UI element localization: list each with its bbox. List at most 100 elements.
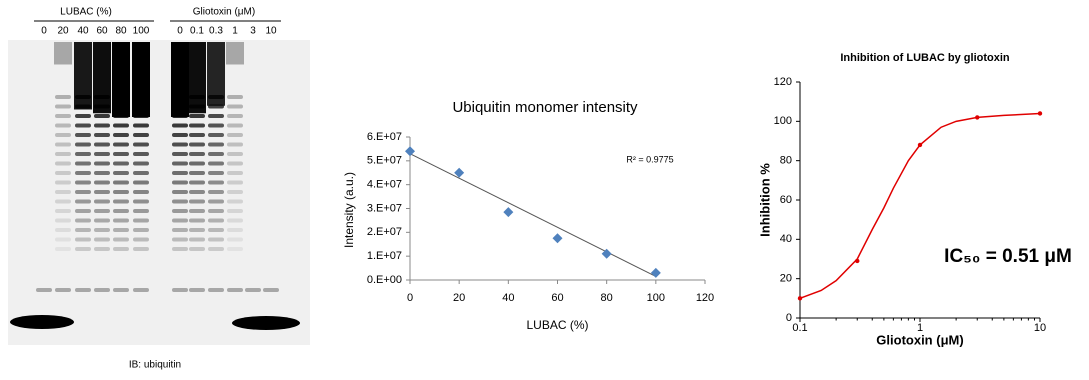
point <box>855 259 859 263</box>
ladder-band <box>133 124 149 128</box>
ladder-band <box>189 238 205 242</box>
ladder-band <box>208 171 224 175</box>
y-tick-label: 20 <box>780 273 792 285</box>
y-tick-label: 5.E+07 <box>367 155 402 167</box>
smear <box>74 42 92 110</box>
x-tick-label: 100 <box>647 292 665 304</box>
ladder-band <box>133 238 149 242</box>
ladder-band <box>133 95 149 99</box>
ladder-band <box>133 114 149 118</box>
ladder-band <box>227 200 243 204</box>
smear <box>93 42 111 113</box>
ladder-band <box>227 124 243 128</box>
y-tick-label: 120 <box>774 76 792 88</box>
ladder-band <box>208 152 224 156</box>
y-tick-label: 0.E+00 <box>367 274 402 286</box>
ladder-band <box>227 228 243 232</box>
ladder-band <box>75 228 91 232</box>
x-tick-label: 40 <box>502 292 514 304</box>
ladder-band <box>133 171 149 175</box>
y-tick-label: 40 <box>780 233 792 245</box>
lane-label: 80 <box>115 26 127 37</box>
faint-band <box>189 288 205 292</box>
ladder-band <box>133 190 149 194</box>
y-tick-label: 0 <box>786 312 792 324</box>
ladder-band <box>208 219 224 223</box>
ladder-band <box>208 181 224 185</box>
ladder-band <box>189 190 205 194</box>
ladder-band <box>55 95 71 99</box>
ladder-band <box>55 114 71 118</box>
ladder-band <box>75 209 91 213</box>
ladder-band <box>94 219 110 223</box>
ladder-band <box>172 247 188 251</box>
ladder-band <box>133 209 149 213</box>
x-tick-label: 120 <box>696 292 714 304</box>
point <box>975 115 979 119</box>
ladder-band <box>113 247 129 251</box>
ladder-band <box>208 105 224 109</box>
ladder-band <box>55 105 71 109</box>
ladder-band <box>75 114 91 118</box>
ladder-band <box>94 228 110 232</box>
ladder-band <box>172 143 188 147</box>
y-axis-label: Inhibition % <box>757 163 772 237</box>
ladder-band <box>55 219 71 223</box>
faint-band <box>113 288 129 292</box>
ladder-band <box>208 124 224 128</box>
ladder-band <box>55 133 71 137</box>
ladder-band <box>75 152 91 156</box>
faint-band <box>75 288 91 292</box>
ladder-band <box>172 200 188 204</box>
ladder-band <box>227 143 243 147</box>
ladder-band <box>172 105 188 109</box>
y-tick-label: 60 <box>780 194 792 206</box>
ladder-band <box>75 181 91 185</box>
ladder-band <box>113 209 129 213</box>
point <box>503 207 513 217</box>
ladder-band <box>208 133 224 137</box>
ladder-band <box>113 95 129 99</box>
free-ubiquitin <box>10 315 74 329</box>
ladder-band <box>133 181 149 185</box>
ladder-band <box>55 152 71 156</box>
ladder-band <box>94 238 110 242</box>
ladder-band <box>227 105 243 109</box>
ladder-band <box>227 247 243 251</box>
blot-membrane <box>8 40 310 345</box>
ladder-band <box>227 219 243 223</box>
ladder-band <box>113 105 129 109</box>
y-tick-label: 4.E+07 <box>367 179 402 191</box>
ladder-band <box>227 95 243 99</box>
lane-label: 1 <box>232 26 238 37</box>
ladder-band <box>94 114 110 118</box>
ladder-band <box>189 219 205 223</box>
ladder-band <box>55 209 71 213</box>
ladder-band <box>113 171 129 175</box>
ladder-band <box>208 95 224 99</box>
ladder-band <box>94 162 110 166</box>
ladder-band <box>133 133 149 137</box>
chart-title: Ubiquitin monomer intensity <box>452 99 638 116</box>
ladder-band <box>133 152 149 156</box>
ladder-band <box>75 162 91 166</box>
x-tick-label: 10 <box>1034 322 1046 334</box>
ladder-band <box>113 143 129 147</box>
ladder-band <box>172 171 188 175</box>
ladder-band <box>75 124 91 128</box>
faint-band <box>55 288 71 292</box>
ladder-band <box>227 209 243 213</box>
lane-label: 0 <box>177 26 183 37</box>
smear <box>226 42 244 65</box>
ladder-band <box>55 200 71 204</box>
ladder-band <box>208 200 224 204</box>
ladder-band <box>172 124 188 128</box>
ladder-band <box>133 200 149 204</box>
fit-curve <box>800 113 1040 298</box>
ladder-band <box>55 190 71 194</box>
ladder-band <box>227 181 243 185</box>
lane-label: 20 <box>57 26 69 37</box>
x-tick-label: 0 <box>407 292 413 304</box>
faint-band <box>263 288 279 292</box>
y-tick-label: 100 <box>774 115 792 127</box>
